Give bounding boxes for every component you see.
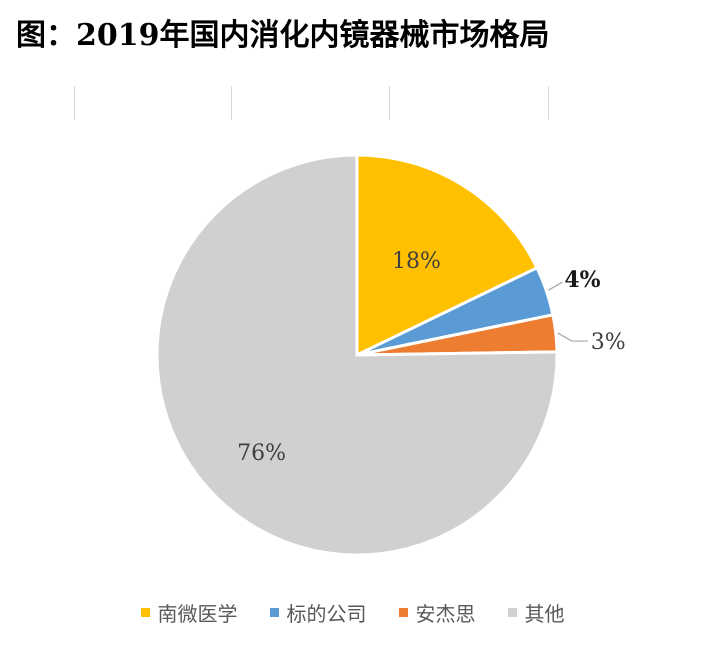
legend-item: 其他 <box>507 598 565 627</box>
legend-label: 南微医学 <box>157 602 238 626</box>
legend-item: 南微医学 <box>140 598 238 627</box>
leader-line <box>548 281 563 291</box>
legend-label: 其他 <box>524 602 565 626</box>
legend-swatch <box>140 608 150 617</box>
legend-swatch <box>269 608 279 617</box>
legend-label: 标的公司 <box>286 602 367 626</box>
legend: 南微医学 标的公司 安杰思 其他 <box>0 598 705 627</box>
legend-swatch <box>507 608 517 617</box>
data-label: 76% <box>237 441 286 466</box>
pie-slice-other <box>155 153 559 557</box>
legend-swatch <box>398 608 408 617</box>
pie-slice-nanwei <box>355 153 540 358</box>
gridline <box>74 86 75 120</box>
data-label: 18% <box>392 249 441 274</box>
legend-label: 安杰思 <box>415 602 476 626</box>
gridline <box>231 86 232 120</box>
chart-title: 图：2019年国内消化内镜器械市场格局 <box>16 18 550 53</box>
leader-line <box>557 332 588 342</box>
data-label: 3% <box>591 330 626 355</box>
gridline <box>389 86 390 120</box>
gridline <box>548 86 549 120</box>
data-label: 4% <box>564 267 600 293</box>
legend-item: 标的公司 <box>269 598 367 627</box>
legend-item: 安杰思 <box>398 598 476 627</box>
